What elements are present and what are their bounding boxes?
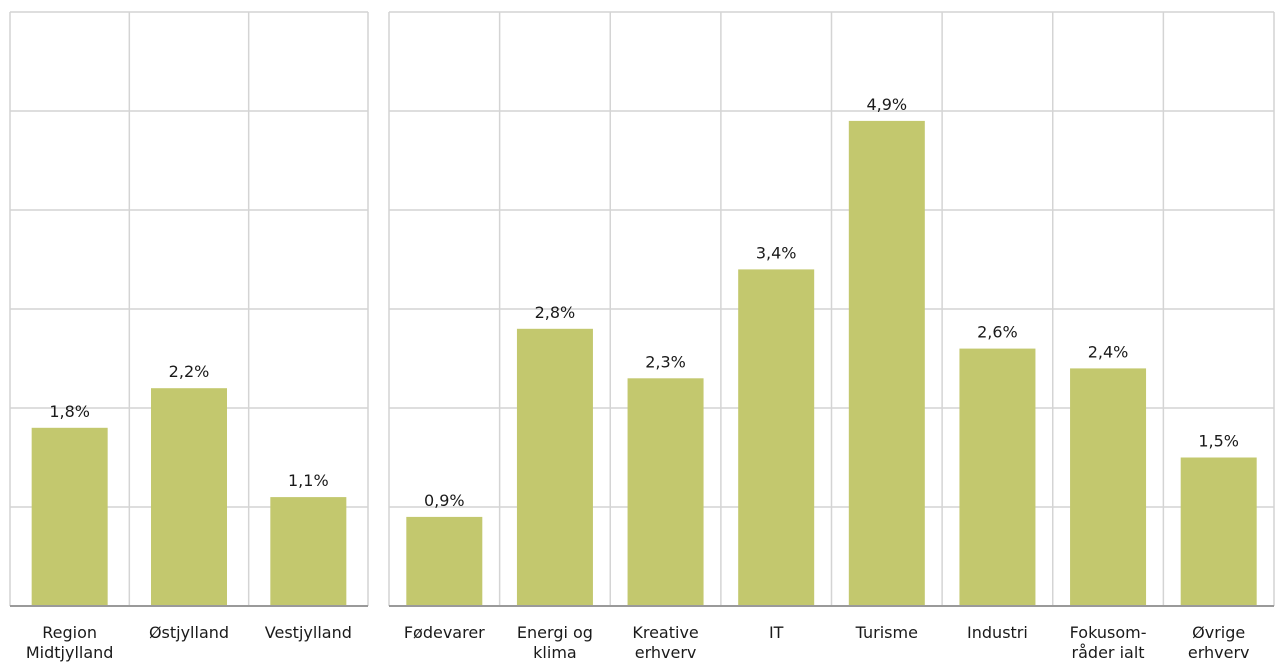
tick-label-line: Fokusom- bbox=[1070, 623, 1147, 642]
tick-label-x: IT bbox=[769, 623, 784, 642]
tick-label-line: Fødevarer bbox=[404, 623, 485, 642]
data-label: 0,9% bbox=[424, 491, 465, 510]
tick-label-line: Øvrige bbox=[1192, 623, 1245, 642]
tick-label-x: Industri bbox=[967, 623, 1028, 642]
bar bbox=[627, 378, 704, 606]
tick-label-x: Fokusom-råder ialt bbox=[1070, 623, 1147, 662]
tick-label-x: Region Midtjylland bbox=[26, 623, 114, 662]
tick-label-line: Region bbox=[42, 623, 97, 642]
data-label: 2,2% bbox=[169, 362, 210, 381]
data-label: 2,8% bbox=[535, 303, 576, 322]
tick-label-line: Turisme bbox=[855, 623, 918, 642]
bar bbox=[31, 427, 108, 606]
bar bbox=[738, 269, 815, 606]
bar bbox=[151, 388, 227, 606]
tick-label-line: Industri bbox=[967, 623, 1028, 642]
chart-panel-2: 0,9% Fødevarer 2,8% Energi og klima 2,3% Kreat… bbox=[388, 11, 1275, 662]
chart-panel-1: 1,8% Region Midtjylland 2,2% Østjylland 1,1% V… bbox=[9, 11, 369, 662]
bar bbox=[1180, 457, 1257, 606]
data-label: 1,1% bbox=[288, 471, 329, 490]
bar bbox=[959, 348, 1036, 606]
bar bbox=[848, 120, 925, 607]
bar bbox=[516, 328, 593, 606]
tick-label-line: råder ialt bbox=[1072, 643, 1145, 662]
tick-label-line: erhverv bbox=[1188, 643, 1250, 662]
bar bbox=[270, 497, 347, 606]
data-label: 2,3% bbox=[645, 352, 686, 371]
data-label: 2,4% bbox=[1088, 342, 1129, 361]
tick-label-line: Energi og bbox=[517, 623, 593, 642]
data-label: 2,6% bbox=[977, 323, 1018, 342]
tick-label-x: Øvrige erhverv bbox=[1188, 623, 1250, 662]
data-label: 4,9% bbox=[866, 95, 907, 114]
bar bbox=[406, 516, 483, 606]
tick-label-line: IT bbox=[769, 623, 784, 642]
tick-label-x: Fødevarer bbox=[404, 623, 485, 642]
data-label: 1,5% bbox=[1198, 432, 1239, 451]
tick-label-x: Turisme bbox=[855, 623, 918, 642]
data-label: 1,8% bbox=[49, 402, 90, 421]
tick-label-line: erhverv bbox=[635, 643, 697, 662]
tick-label-x: Kreative erhverv bbox=[632, 623, 698, 662]
tick-label-x: Vestjylland bbox=[265, 623, 352, 642]
tick-label-x: Energi og klima bbox=[517, 623, 593, 662]
tick-label-line: klima bbox=[533, 643, 577, 662]
tick-label-line: Østjylland bbox=[149, 623, 229, 642]
tick-label-line: Vestjylland bbox=[265, 623, 352, 642]
bar bbox=[1070, 368, 1147, 606]
tick-label-line: Midtjylland bbox=[26, 643, 114, 662]
data-label: 3,4% bbox=[756, 243, 797, 262]
tick-label-line: Kreative bbox=[632, 623, 698, 642]
tick-label-x: Østjylland bbox=[149, 623, 229, 642]
